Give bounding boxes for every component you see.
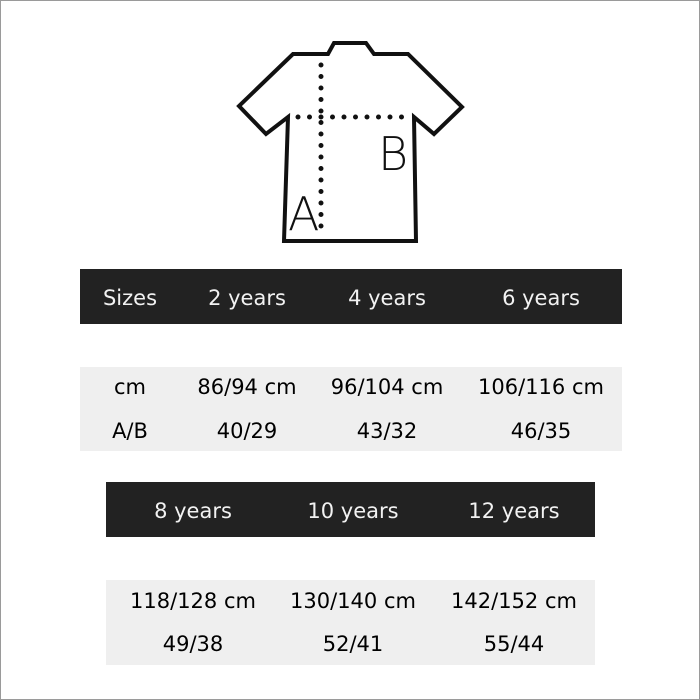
header-cell: 6 years (502, 286, 580, 310)
table1-body (80, 367, 622, 451)
table-cell: 130/140 cm (290, 589, 416, 613)
table-cell: 52/41 (322, 632, 384, 656)
table2-body (106, 580, 595, 665)
table-cell: 46/35 (510, 419, 572, 443)
table-cell: 96/104 cm (330, 375, 444, 399)
table-cell: 43/32 (356, 419, 418, 443)
table-cell: 55/44 (483, 632, 545, 656)
table-cell: 106/116 cm (478, 375, 604, 399)
table-cell: 118/128 cm (130, 589, 256, 613)
header-cell: 10 years (307, 499, 399, 523)
header-cell: Sizes (102, 286, 158, 310)
header-cell: 12 years (468, 499, 560, 523)
table-cell: 40/29 (216, 419, 278, 443)
table-cell: A/B (112, 419, 148, 443)
table-cell: cm (113, 375, 147, 399)
header-cell: 8 years (154, 499, 232, 523)
table-cell: 142/152 cm (451, 589, 577, 613)
table2-header (106, 482, 595, 537)
header-cell: 4 years (348, 286, 426, 310)
table-cell: 86/94 cm (197, 375, 297, 399)
label-a: A (288, 187, 319, 241)
label-b: B (378, 127, 408, 181)
table1-header (80, 269, 622, 324)
table-cell: 49/38 (162, 632, 224, 656)
header-cell: 2 years (208, 286, 286, 310)
